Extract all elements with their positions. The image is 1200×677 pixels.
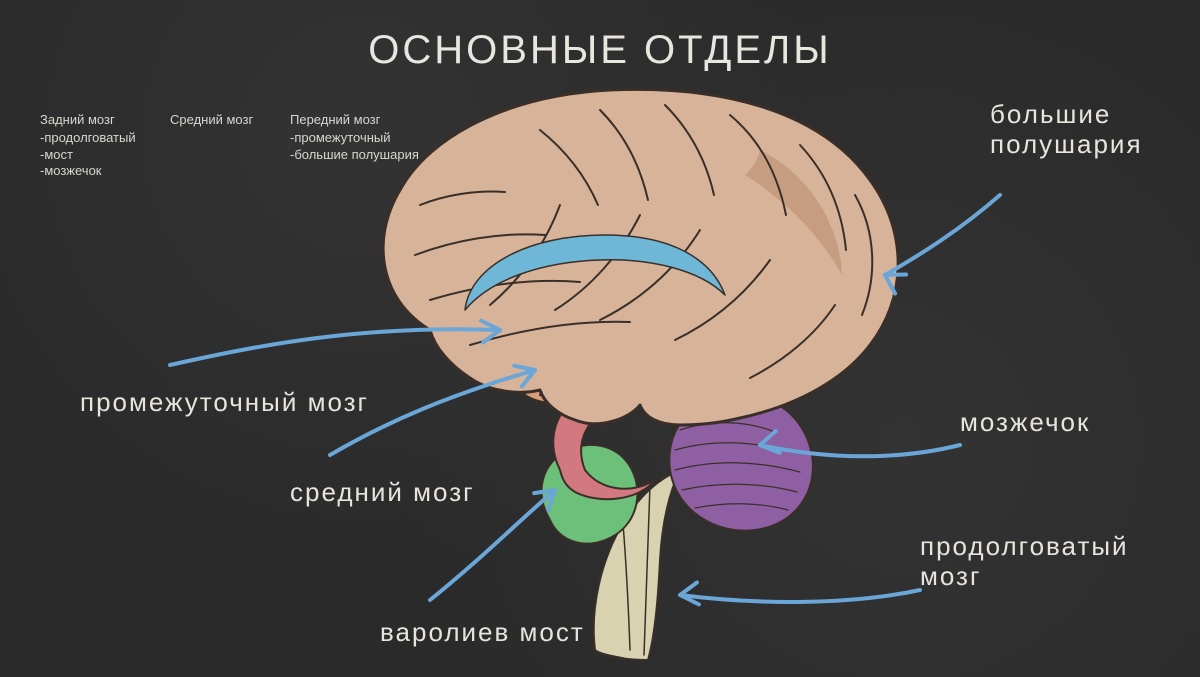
legend-item: -продолговатый xyxy=(40,130,136,146)
label-diencephalon: промежуточный мозг xyxy=(80,388,369,418)
legend-col-2: Передний мозг -промежуточный-большие полу… xyxy=(290,112,419,163)
legend-heading: Передний мозг xyxy=(290,112,419,128)
legend-item: -мост xyxy=(40,147,136,163)
legend-item: -мозжечок xyxy=(40,163,136,179)
label-midbrain: средний мозг xyxy=(290,478,475,508)
legend-item: -большие полушария xyxy=(290,147,419,163)
legend-item: -промежуточный xyxy=(290,130,419,146)
label-cerebellum: мозжечок xyxy=(960,408,1090,438)
label-cerebrum: большиеполушария xyxy=(990,100,1143,160)
legend-heading: Средний мозг xyxy=(170,112,253,128)
diagram-title: ОСНОВНЫЕ ОТДЕЛЫ xyxy=(0,28,1200,73)
legend-heading: Задний мозг xyxy=(40,112,136,128)
legend-col-1: Средний мозг xyxy=(170,112,253,130)
label-pons: варолиев мост xyxy=(380,618,585,648)
legend-col-0: Задний мозг -продолговатый-мост-мозжечок xyxy=(40,112,136,179)
label-medulla: продолговатыймозг xyxy=(920,532,1129,592)
